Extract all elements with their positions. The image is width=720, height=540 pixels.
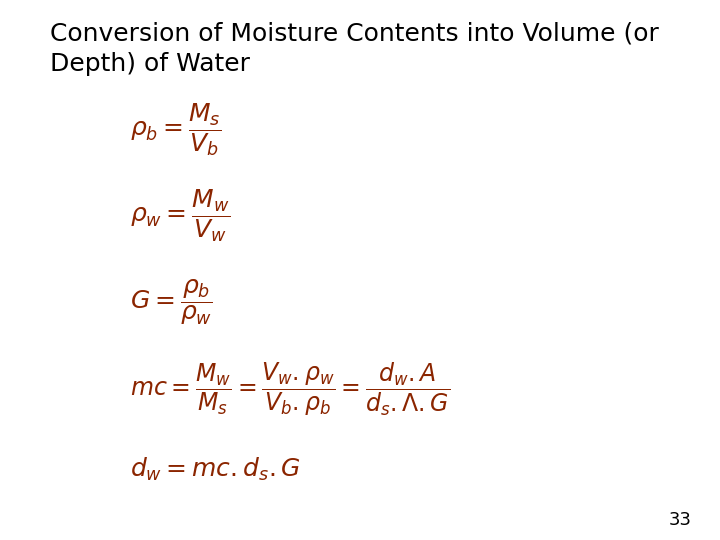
- Text: $\rho_b = \dfrac{M_s}{V_b}$: $\rho_b = \dfrac{M_s}{V_b}$: [130, 102, 221, 158]
- Text: $mc = \dfrac{M_w}{M_s} = \dfrac{V_w{.}\rho_w}{V_b{.}\rho_b} = \dfrac{d_w{.}A}{d_: $mc = \dfrac{M_w}{M_s} = \dfrac{V_w{.}\r…: [130, 360, 450, 417]
- Text: $\rho_w = \dfrac{M_w}{V_w}$: $\rho_w = \dfrac{M_w}{V_w}$: [130, 188, 230, 244]
- Text: $G = \dfrac{\rho_b}{\rho_w}$: $G = \dfrac{\rho_b}{\rho_w}$: [130, 278, 212, 327]
- Text: $d_w = mc{.}d_s{.}G$: $d_w = mc{.}d_s{.}G$: [130, 456, 301, 483]
- Text: Conversion of Moisture Contents into Volume (or
Depth) of Water: Conversion of Moisture Contents into Vol…: [50, 22, 660, 76]
- Text: 33: 33: [668, 511, 691, 529]
